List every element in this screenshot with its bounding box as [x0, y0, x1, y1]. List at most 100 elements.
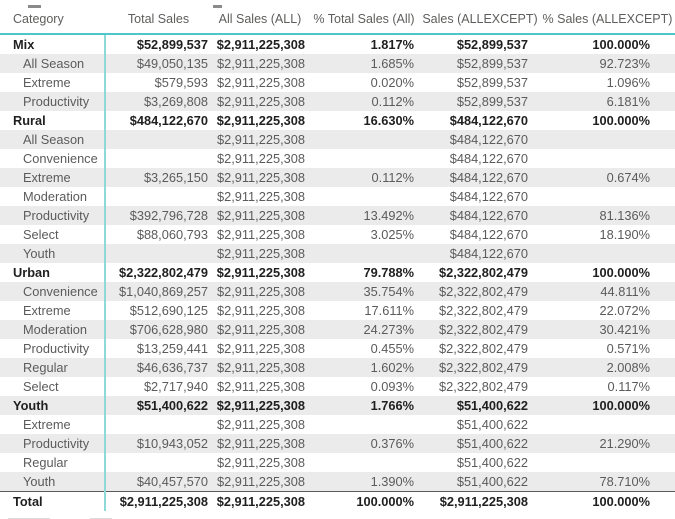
cell-sales-allexcept[interactable]: $52,899,537	[456, 94, 528, 109]
cell-pct-total-sales-all[interactable]	[308, 244, 420, 263]
cell-category[interactable]: Regular	[0, 358, 106, 377]
cell-category[interactable]: Urban	[0, 263, 106, 282]
cell-sales-allexcept[interactable]: $484,122,670	[449, 189, 528, 204]
cell-total-sales[interactable]: $579,593	[154, 75, 208, 90]
cell-all-sales-all[interactable]: $2,911,225,308	[216, 75, 305, 90]
section-row[interactable]: Rural $484,122,670 $2,911,225,308 16.630% $4…	[0, 111, 675, 130]
cell-pct-total-sales-all[interactable]: 0.112%	[371, 94, 414, 109]
cell-all-sales-all[interactable]: $2,911,225,308	[216, 474, 305, 489]
cell-pct-total-sales-all[interactable]: 1.602%	[370, 360, 414, 375]
cell-pct-sales-allexcept[interactable]: 81.136%	[599, 208, 650, 223]
total-row[interactable]: Total $2,911,225,308 $2,911,225,308 100.000…	[0, 491, 675, 511]
cell-total-sales[interactable]	[105, 244, 212, 263]
table-row[interactable]: Select $88,060,793 $2,911,225,308 3.025% $48…	[0, 225, 675, 244]
cell-pct-total-sales-all[interactable]: 0.093%	[370, 379, 414, 394]
cell-pct-sales-allexcept[interactable]: 2.008%	[606, 360, 650, 375]
cell-total-sales[interactable]	[105, 187, 212, 206]
cell-pct-sales-allexcept[interactable]: 100.000%	[540, 491, 675, 511]
section-row[interactable]: Youth $51,400,622 $2,911,225,308 1.766% $51,…	[0, 396, 675, 415]
cell-all-sales-all[interactable]: $2,911,225,308	[216, 151, 305, 166]
cell-category[interactable]: Extreme	[0, 168, 106, 187]
cell-category[interactable]: Productivity	[0, 206, 106, 225]
cell-category[interactable]: Productivity	[0, 92, 106, 111]
table-row[interactable]: Regular $46,636,737 $2,911,225,308 1.602% $2…	[0, 358, 675, 377]
table-row[interactable]: Productivity $392,796,728 $2,911,225,308 13…	[0, 206, 675, 225]
column-header-total-sales[interactable]: Total Sales	[105, 5, 212, 35]
cell-category[interactable]: All Season	[0, 54, 106, 73]
column-header-all-sales-all[interactable]: All Sales (ALL)	[212, 5, 308, 35]
cell-all-sales-all[interactable]: $2,911,225,308	[216, 303, 305, 318]
cell-total-sales[interactable]	[105, 130, 212, 149]
cell-pct-total-sales-all[interactable]	[308, 130, 420, 149]
cell-pct-sales-allexcept[interactable]: 0.674%	[606, 170, 650, 185]
cell-category[interactable]: Moderation	[0, 320, 106, 339]
cell-total-sales[interactable]: $3,269,808	[143, 94, 208, 109]
cell-category[interactable]: Productivity	[0, 339, 106, 358]
cell-pct-total-sales-all[interactable]: 0.020%	[370, 75, 414, 90]
cell-all-sales-all[interactable]: $2,911,225,308	[216, 379, 305, 394]
cell-total-sales[interactable]: $40,457,570	[136, 474, 208, 489]
cell-total-sales[interactable]: $1,040,869,257	[119, 284, 208, 299]
cell-all-sales-all[interactable]: $2,911,225,308	[212, 491, 308, 511]
cell-all-sales-all[interactable]: $2,911,225,308	[216, 341, 305, 356]
cell-sales-allexcept[interactable]: $484,122,670	[449, 227, 528, 242]
cell-sales-allexcept[interactable]: $51,400,622	[456, 398, 528, 413]
cell-sales-allexcept[interactable]: $51,400,622	[456, 436, 528, 451]
cell-pct-sales-allexcept[interactable]: 78.710%	[599, 474, 650, 489]
cell-pct-sales-allexcept[interactable]: 44.811%	[600, 284, 650, 299]
cell-pct-total-sales-all[interactable]	[308, 415, 420, 434]
column-header-sales-allexcept[interactable]: Sales (ALLEXCEPT)	[420, 5, 540, 35]
cell-pct-sales-allexcept[interactable]: 100.000%	[592, 113, 650, 128]
cell-total-sales[interactable]: $706,628,980	[129, 322, 208, 337]
cell-total-sales[interactable]	[105, 453, 212, 472]
column-header-pct-total-sales-all[interactable]: % Total Sales (All)	[308, 5, 420, 35]
cell-pct-sales-allexcept[interactable]: 1.096%	[606, 75, 650, 90]
cell-total-sales[interactable]: $46,636,737	[136, 360, 208, 375]
cell-all-sales-all[interactable]: $2,911,225,308	[216, 436, 305, 451]
cell-pct-total-sales-all[interactable]: 79.788%	[363, 265, 414, 280]
cell-all-sales-all[interactable]: $2,911,225,308	[216, 208, 305, 223]
cell-all-sales-all[interactable]: $2,911,225,308	[216, 37, 305, 52]
cell-category[interactable]: Extreme	[0, 301, 106, 320]
table-row[interactable]: Convenience $2,911,225,308 $484,122,670	[0, 149, 675, 168]
cell-pct-sales-allexcept[interactable]: 18.190%	[599, 227, 650, 242]
cell-sales-allexcept[interactable]: $484,122,670	[449, 132, 528, 147]
cell-all-sales-all[interactable]: $2,911,225,308	[216, 94, 305, 109]
cell-pct-total-sales-all[interactable]	[308, 453, 420, 472]
cell-pct-total-sales-all[interactable]: 3.025%	[370, 227, 414, 242]
cell-category[interactable]: Regular	[0, 453, 106, 472]
cell-total-sales[interactable]	[105, 149, 212, 168]
cell-all-sales-all[interactable]: $2,911,225,308	[216, 417, 305, 432]
cell-sales-allexcept[interactable]: $2,322,802,479	[439, 341, 528, 356]
cell-pct-total-sales-all[interactable]: 35.754%	[363, 284, 414, 299]
cell-category[interactable]: All Season	[0, 130, 106, 149]
cell-pct-total-sales-all[interactable]: 1.390%	[370, 474, 414, 489]
cell-all-sales-all[interactable]: $2,911,225,308	[216, 227, 305, 242]
table-row[interactable]: Extreme $512,690,125 $2,911,225,308 17.611%…	[0, 301, 675, 320]
cell-sales-allexcept[interactable]: $2,911,225,308	[420, 491, 540, 511]
cell-pct-total-sales-all[interactable]: 0.376%	[370, 436, 414, 451]
cell-pct-total-sales-all[interactable]: 16.630%	[363, 113, 414, 128]
cell-all-sales-all[interactable]: $2,911,225,308	[216, 284, 305, 299]
cell-pct-sales-allexcept[interactable]: 21.290%	[599, 436, 650, 451]
cell-pct-total-sales-all[interactable]: 1.766%	[370, 398, 414, 413]
cell-all-sales-all[interactable]: $2,911,225,308	[216, 56, 305, 71]
cell-sales-allexcept[interactable]: $51,400,622	[456, 417, 528, 432]
cell-total-sales[interactable]: $484,122,670	[129, 113, 208, 128]
cell-pct-total-sales-all[interactable]	[308, 187, 420, 206]
cell-category[interactable]: Extreme	[0, 415, 106, 434]
cell-pct-sales-allexcept[interactable]: 22.072%	[599, 303, 650, 318]
cell-sales-allexcept[interactable]: $484,122,670	[449, 151, 528, 166]
cell-category[interactable]: Extreme	[0, 73, 106, 92]
cell-category[interactable]: Youth	[0, 396, 106, 415]
cell-sales-allexcept[interactable]: $2,322,802,479	[439, 303, 528, 318]
table-row[interactable]: Extreme $2,911,225,308 $51,400,622	[0, 415, 675, 434]
cell-category[interactable]: Mix	[0, 34, 106, 54]
cell-sales-allexcept[interactable]: $2,322,802,479	[439, 322, 528, 337]
cell-total-sales[interactable]: $10,943,052	[136, 436, 208, 451]
cell-sales-allexcept[interactable]: $484,122,670	[449, 208, 528, 223]
cell-category[interactable]: Youth	[0, 244, 106, 263]
cell-sales-allexcept[interactable]: $2,322,802,479	[439, 284, 528, 299]
cell-pct-total-sales-all[interactable]: 24.273%	[363, 322, 414, 337]
cell-sales-allexcept[interactable]: $484,122,670	[449, 113, 528, 128]
